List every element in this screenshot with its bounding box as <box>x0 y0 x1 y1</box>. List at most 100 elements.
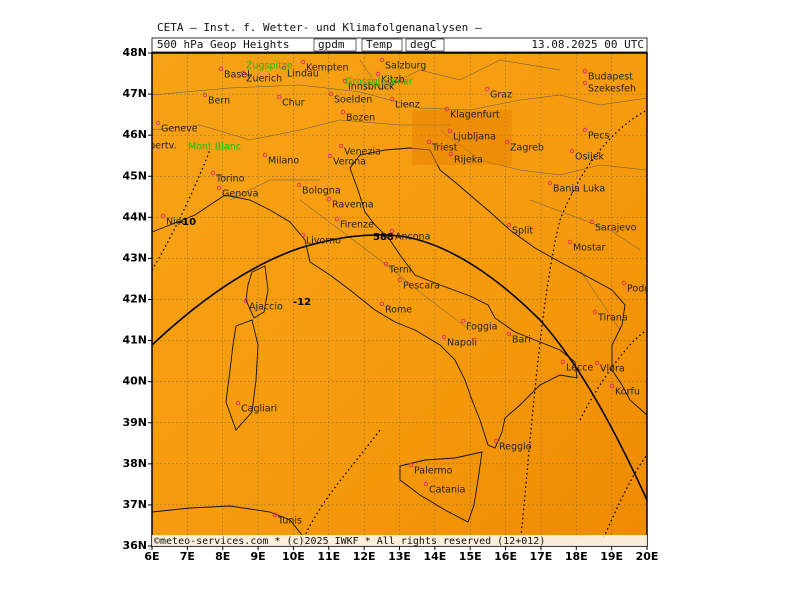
contour-label: -12 <box>293 297 311 308</box>
city-label: Bari <box>512 335 531 346</box>
city-label: Salzburg <box>385 61 426 72</box>
city-marker <box>447 128 453 134</box>
city-label: Split <box>512 226 533 237</box>
city-marker <box>609 383 615 389</box>
city-marker <box>160 213 166 219</box>
city-label: Klagenfurt <box>450 110 500 121</box>
peak-label: Zugspitze <box>246 61 293 72</box>
city-label: Bozen <box>346 113 375 124</box>
city-label: Catania <box>429 485 465 496</box>
city-marker <box>338 143 344 149</box>
header-date: 13.08.2025 00 UTC <box>531 38 644 51</box>
coastline-corsica <box>245 265 269 319</box>
city-label: Ajaccio <box>249 302 283 313</box>
peak-label: Mont Blanc <box>188 142 241 153</box>
city-marker <box>235 400 241 406</box>
header-field: Temp <box>366 38 393 51</box>
city-label: Venezia <box>344 147 381 158</box>
lat-label: 39N <box>122 416 147 429</box>
header-field-box <box>313 38 357 52</box>
city-marker <box>444 106 450 112</box>
lon-label: 15E <box>459 550 482 563</box>
city-marker <box>569 148 575 154</box>
lon-label: 19E <box>600 550 623 563</box>
geopotential-contour <box>152 234 647 501</box>
city-marker <box>589 219 595 225</box>
city-marker <box>296 182 302 188</box>
city-marker <box>216 185 222 191</box>
city-marker <box>342 78 348 84</box>
lat-label: 37N <box>122 498 147 511</box>
city-label: Osijek <box>575 152 605 163</box>
city-label: Cagliari <box>241 404 277 415</box>
city-marker <box>240 70 246 76</box>
lon-label: 7E <box>180 550 195 563</box>
city-label: Lindau <box>287 69 319 80</box>
city-marker <box>389 228 395 234</box>
city-label: Genova <box>222 189 258 200</box>
header-field: gpdm <box>318 38 345 51</box>
city-marker <box>582 127 588 133</box>
contour-label: -10 <box>178 217 196 228</box>
lon-label: 11E <box>317 550 340 563</box>
footer-box <box>152 535 647 546</box>
city-marker <box>621 280 627 286</box>
lon-label: 10E <box>282 550 305 563</box>
city-marker <box>155 120 161 126</box>
lat-label: 40N <box>122 375 147 388</box>
city-label: Pescara <box>403 281 440 292</box>
city-label: Lienz <box>395 100 420 111</box>
city-label: Ancona <box>395 232 430 243</box>
city-marker <box>408 462 414 468</box>
city-marker <box>389 96 395 102</box>
city-label: Livorno <box>306 236 341 247</box>
lon-label: 18E <box>565 550 588 563</box>
lon-label: 6E <box>144 550 159 563</box>
city-label: Napoli <box>447 338 477 349</box>
lat-label: 36N <box>122 539 147 552</box>
city-label: Triest <box>431 143 458 154</box>
header-title: CETA — Inst. f. Wetter- und Klimafolgena… <box>157 21 482 34</box>
city-marker <box>560 359 566 365</box>
lat-label: 42N <box>122 293 147 306</box>
contour-label: 588 <box>373 232 394 243</box>
city-label: Kitzb. <box>381 75 408 86</box>
city-label: Tirana <box>597 313 628 324</box>
lon-label: 12E <box>353 550 376 563</box>
lat-label: 48N <box>122 46 147 59</box>
city-marker <box>547 180 553 186</box>
city-label: Basel <box>224 70 250 81</box>
city-marker <box>423 481 429 487</box>
city-marker <box>328 91 334 97</box>
lon-label: 8E <box>215 550 230 563</box>
city-label: Torino <box>215 174 245 185</box>
city-label: Soelden <box>334 95 372 106</box>
coastline-sicily <box>399 451 483 523</box>
city-label: Zagreb <box>510 143 544 154</box>
city-marker <box>567 239 573 245</box>
city-marker <box>582 80 588 86</box>
lon-label: 17E <box>530 550 553 563</box>
city-marker <box>441 334 447 340</box>
city-label: Milano <box>268 156 299 167</box>
lon-label: 16E <box>494 550 517 563</box>
city-marker <box>426 139 432 145</box>
city-marker <box>334 216 340 222</box>
city-label: Bologna <box>302 186 341 197</box>
header-field-box <box>405 38 445 52</box>
city-label: Nice <box>166 217 187 228</box>
city-label: Chur <box>282 98 305 109</box>
city-marker <box>327 153 333 159</box>
city-marker <box>506 331 512 337</box>
city-label: Albertv. <box>140 141 177 152</box>
city-label: Zuerich <box>246 74 282 85</box>
lat-label: 47N <box>122 87 147 100</box>
header-field: 500 hPa Geop Heights <box>157 38 289 51</box>
city-label: Sarajevo <box>595 223 637 234</box>
city-marker <box>300 232 306 238</box>
city-marker <box>506 222 512 228</box>
city-marker <box>379 57 385 63</box>
